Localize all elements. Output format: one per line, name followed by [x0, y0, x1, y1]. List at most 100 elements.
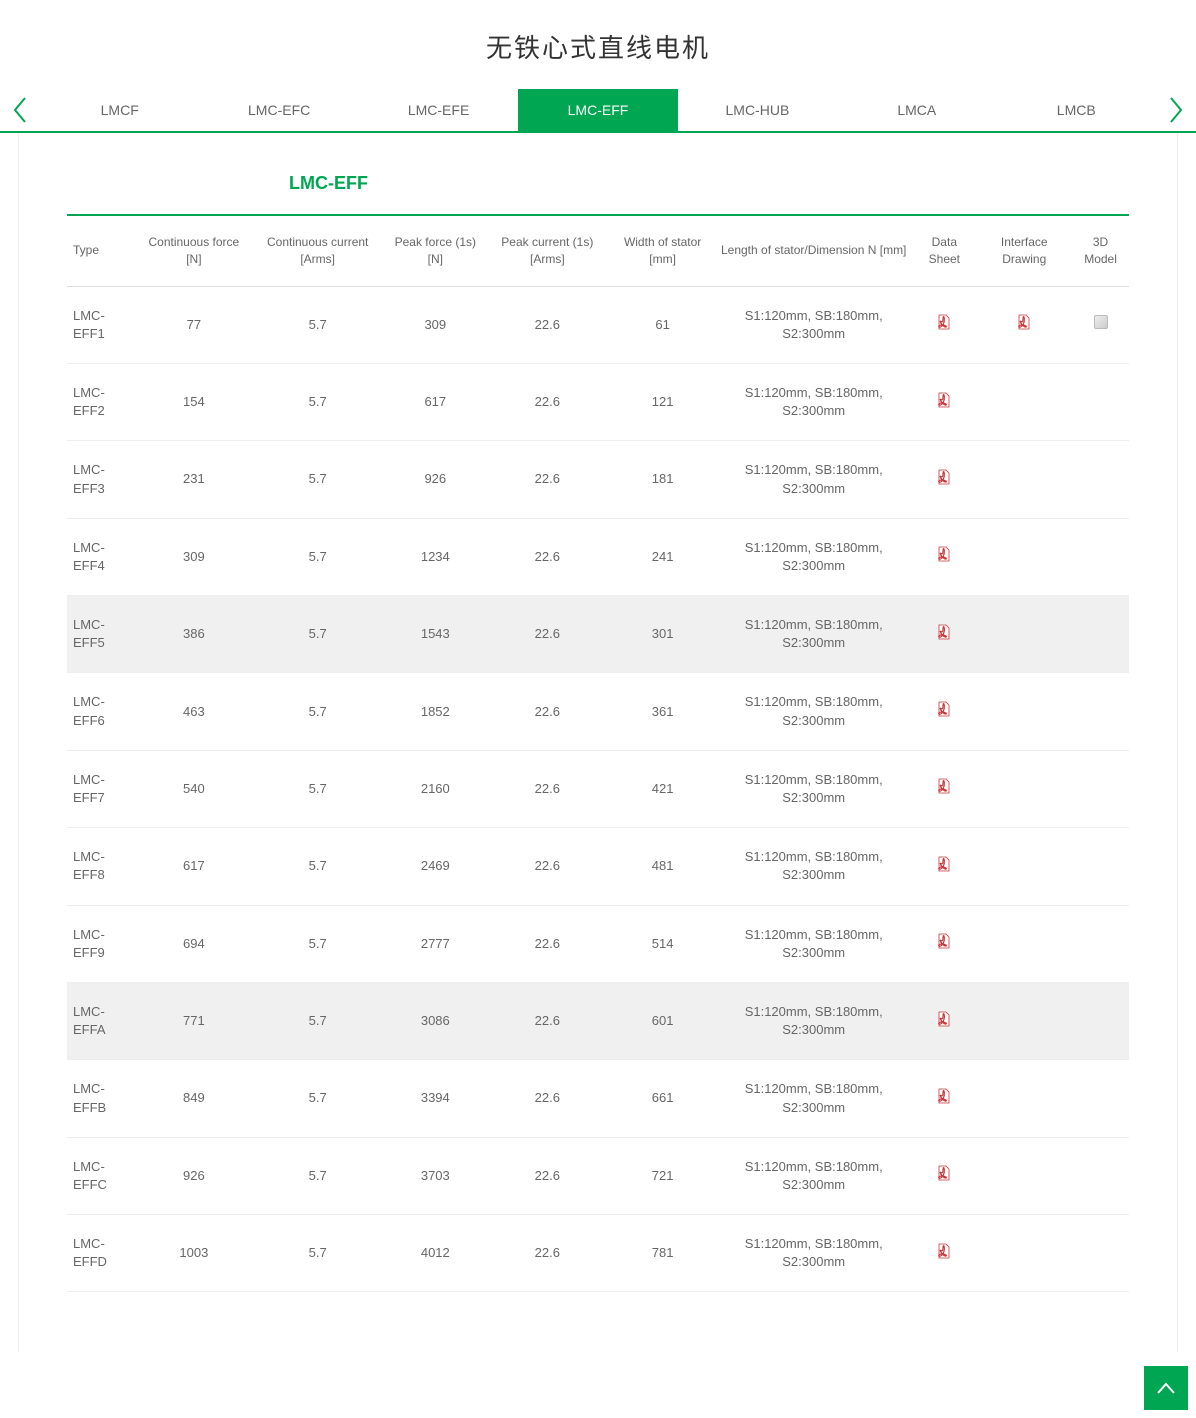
table-cell: 5.7 — [249, 286, 386, 363]
col-header: Continuous force [N] — [138, 215, 249, 286]
table-cell: 1003 — [138, 1215, 249, 1292]
interface-drawing-cell — [976, 982, 1072, 1059]
3d-model-cell — [1072, 596, 1129, 673]
table-cell: 617 — [386, 363, 484, 440]
table-cell: 22.6 — [485, 596, 611, 673]
3d-model-cell — [1072, 673, 1129, 750]
table-cell: 231 — [138, 441, 249, 518]
pdf-icon[interactable] — [936, 546, 952, 562]
table-cell: 1543 — [386, 596, 484, 673]
table-cell: LMC-EFF5 — [67, 596, 138, 673]
table-cell: S1:120mm, SB:180mm, S2:300mm — [715, 905, 912, 982]
pdf-icon[interactable] — [936, 392, 952, 408]
table-cell: 2469 — [386, 828, 484, 905]
table-cell: S1:120mm, SB:180mm, S2:300mm — [715, 286, 912, 363]
3d-model-cell — [1072, 286, 1129, 363]
table-cell: 181 — [610, 441, 715, 518]
table-cell: 926 — [138, 1137, 249, 1214]
table-cell: 5.7 — [249, 750, 386, 827]
interface-drawing-cell — [976, 441, 1072, 518]
table-cell: 5.7 — [249, 673, 386, 750]
pdf-icon[interactable] — [936, 933, 952, 949]
interface-drawing-cell — [976, 363, 1072, 440]
table-cell: 849 — [138, 1060, 249, 1137]
pdf-icon[interactable] — [1016, 314, 1032, 330]
datasheet-cell — [912, 1137, 976, 1214]
table-cell: LMC-EFF3 — [67, 441, 138, 518]
interface-drawing-cell — [976, 905, 1072, 982]
datasheet-cell — [912, 1060, 976, 1137]
tab-lmc-efc[interactable]: LMC-EFC — [199, 89, 358, 131]
table-cell: 22.6 — [485, 286, 611, 363]
table-cell: 5.7 — [249, 518, 386, 595]
chevron-right-icon — [1167, 96, 1185, 124]
pdf-icon[interactable] — [936, 624, 952, 640]
table-cell: 22.6 — [485, 441, 611, 518]
table-cell: 1852 — [386, 673, 484, 750]
interface-drawing-cell — [976, 518, 1072, 595]
table-cell: 694 — [138, 905, 249, 982]
datasheet-cell — [912, 596, 976, 673]
page-title: 无铁心式直线电机 — [0, 0, 1196, 89]
interface-drawing-cell — [976, 286, 1072, 363]
table-cell: S1:120mm, SB:180mm, S2:300mm — [715, 1060, 912, 1137]
table-cell: 514 — [610, 905, 715, 982]
table-cell: 22.6 — [485, 1060, 611, 1137]
pdf-icon[interactable] — [936, 1243, 952, 1259]
table-cell: LMC-EFFB — [67, 1060, 138, 1137]
table-cell: S1:120mm, SB:180mm, S2:300mm — [715, 441, 912, 518]
pdf-icon[interactable] — [936, 1165, 952, 1181]
table-row: LMC-EFF21545.761722.6121S1:120mm, SB:180… — [67, 363, 1129, 440]
table-cell: 309 — [138, 518, 249, 595]
table-cell: 721 — [610, 1137, 715, 1214]
table-cell: 22.6 — [485, 982, 611, 1059]
table-cell: 5.7 — [249, 1060, 386, 1137]
table-cell: LMC-EFF7 — [67, 750, 138, 827]
3d-model-cell — [1072, 982, 1129, 1059]
pdf-icon[interactable] — [936, 1088, 952, 1104]
3d-model-cell — [1072, 441, 1129, 518]
table-cell: LMC-EFFA — [67, 982, 138, 1059]
table-cell: 5.7 — [249, 1137, 386, 1214]
table-cell: 61 — [610, 286, 715, 363]
table-cell: LMC-EFFC — [67, 1137, 138, 1214]
col-header: Width of stator [mm] — [610, 215, 715, 286]
tab-lmc-hub[interactable]: LMC-HUB — [678, 89, 837, 131]
table-cell: 771 — [138, 982, 249, 1059]
tab-lmca[interactable]: LMCA — [837, 89, 996, 131]
tabs-next-button[interactable] — [1156, 89, 1196, 131]
3d-model-cell — [1072, 905, 1129, 982]
table-cell: LMC-EFF2 — [67, 363, 138, 440]
table-cell: 481 — [610, 828, 715, 905]
table-cell: S1:120mm, SB:180mm, S2:300mm — [715, 1137, 912, 1214]
tab-lmc-efe[interactable]: LMC-EFE — [359, 89, 518, 131]
table-cell: 77 — [138, 286, 249, 363]
tab-lmc-eff[interactable]: LMC-EFF — [518, 89, 677, 131]
table-cell: 22.6 — [485, 905, 611, 982]
datasheet-cell — [912, 673, 976, 750]
scroll-top-button[interactable] — [1144, 1366, 1188, 1410]
pdf-icon[interactable] — [936, 701, 952, 717]
content-panel: LMC-EFF TypeContinuous force [N]Continuo… — [18, 133, 1178, 1352]
pdf-icon[interactable] — [936, 1011, 952, 1027]
table-cell: S1:120mm, SB:180mm, S2:300mm — [715, 1215, 912, 1292]
table-cell: 2777 — [386, 905, 484, 982]
table-cell: 5.7 — [249, 1215, 386, 1292]
tab-lmcf[interactable]: LMCF — [40, 89, 199, 131]
table-cell: 5.7 — [249, 905, 386, 982]
datasheet-cell — [912, 905, 976, 982]
pdf-icon[interactable] — [936, 314, 952, 330]
pdf-icon[interactable] — [936, 856, 952, 872]
chevron-left-icon — [11, 96, 29, 124]
pdf-icon[interactable] — [936, 469, 952, 485]
pdf-icon[interactable] — [936, 778, 952, 794]
table-cell: 5.7 — [249, 441, 386, 518]
table-row: LMC-EFFB8495.7339422.6661S1:120mm, SB:18… — [67, 1060, 1129, 1137]
table-row: LMC-EFFD10035.7401222.6781S1:120mm, SB:1… — [67, 1215, 1129, 1292]
tab-lmcb[interactable]: LMCB — [997, 89, 1156, 131]
table-row: LMC-EFF64635.7185222.6361S1:120mm, SB:18… — [67, 673, 1129, 750]
tabs-prev-button[interactable] — [0, 89, 40, 131]
3d-model-icon[interactable] — [1094, 315, 1108, 329]
table-cell: 22.6 — [485, 1137, 611, 1214]
table-cell: LMC-EFF9 — [67, 905, 138, 982]
